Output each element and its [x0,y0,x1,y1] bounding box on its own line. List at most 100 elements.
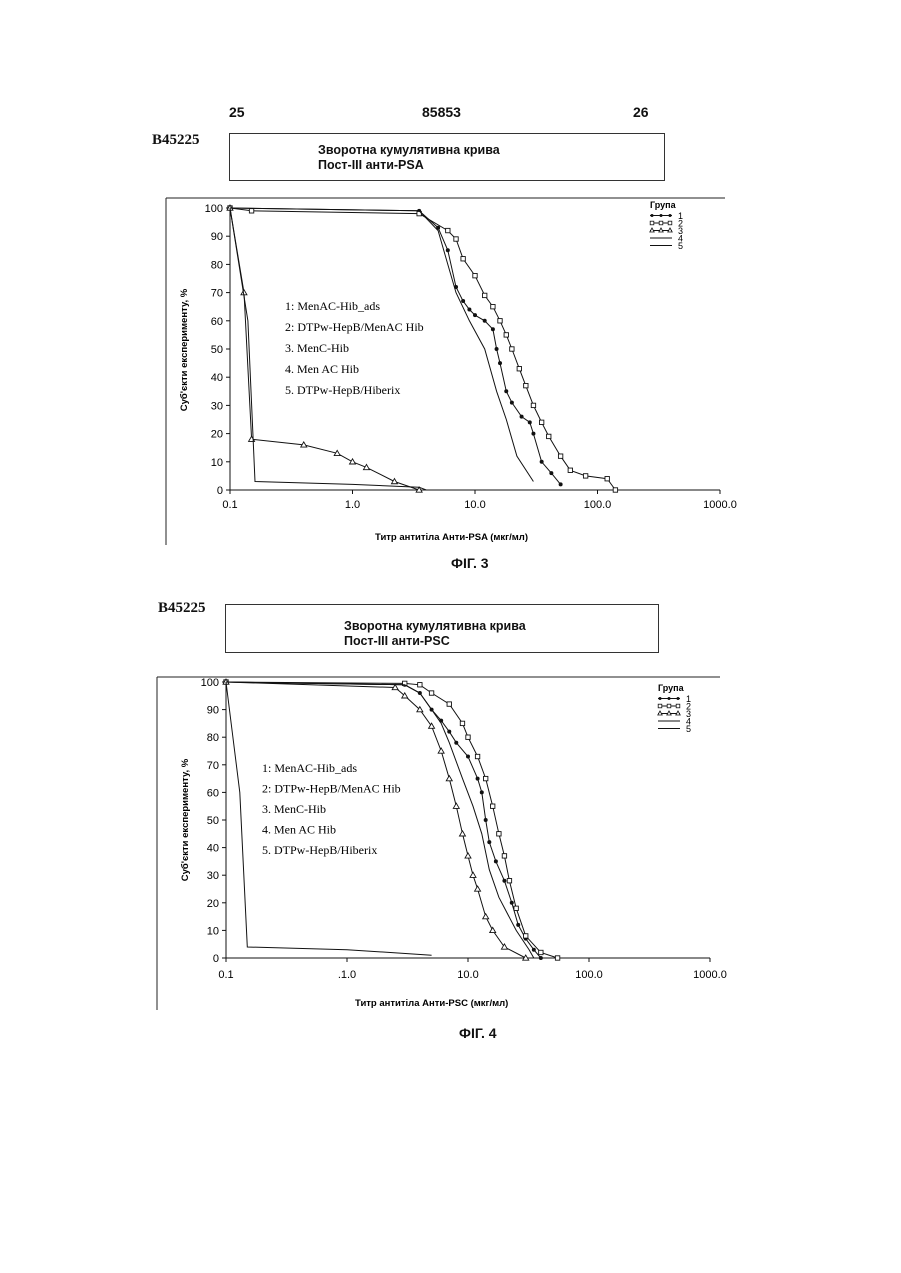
y-tick-label: 30 [211,400,223,412]
series-line [226,682,541,958]
y-tick-label: 100 [205,203,223,215]
legend-title: Група [650,200,677,210]
dot-marker [495,347,499,351]
square-marker [613,488,617,492]
legend-marker [660,214,663,217]
dot-marker [549,471,553,475]
legend-title: Група [658,683,685,693]
chart-title-line2: Пост-III анти-PSA [318,158,424,172]
square-marker [510,347,514,351]
series-line [230,208,533,482]
square-marker [249,209,253,213]
legend-marker [668,697,671,700]
square-marker [504,333,508,337]
x-tick-label: 100.0 [584,499,612,511]
square-marker [429,691,433,695]
dot-marker [531,432,535,436]
group-description-text: 1: MenAC-Hib_ads [285,299,380,313]
y-tick-label: 40 [211,372,223,384]
square-marker [473,273,477,277]
page-number-right: 26 [633,104,649,120]
group-description-text: 5. DTPw-HepB/Hiberix [285,383,400,397]
dot-marker [510,401,514,405]
y-tick-label: 60 [207,787,219,799]
square-marker [418,683,422,687]
series-4 [230,208,533,482]
square-marker [498,319,502,323]
dot-marker [504,389,508,393]
x-tick-label: 1000.0 [693,969,727,981]
group-description-text: 3. MenC-Hib [285,341,349,355]
series-line [226,682,558,958]
triangle-marker [465,853,471,858]
square-marker [605,477,609,481]
x-tick-label: 100.0 [575,969,603,981]
square-marker [466,735,470,739]
chart-title-line2: Пост-III анти-PSC [344,634,450,648]
square-marker [483,776,487,780]
legend-marker [668,228,672,232]
triangle-marker [470,872,476,877]
x-tick-label: 1000.0 [703,499,737,511]
group-description-text: 4. Men AC Hib [262,823,336,837]
figure-caption: ФІГ. 3 [451,555,489,571]
dot-marker [528,420,532,424]
triangle-marker [453,803,459,808]
legend-marker [668,221,672,225]
y-tick-label: 80 [211,259,223,271]
triangle-marker [391,479,397,484]
dot-marker [498,361,502,365]
x-tick-label: 0.1 [218,969,233,981]
legend-label: 5 [678,241,683,251]
x-axis-label: Титр антитіла Анти-PSA (мкг/мл) [375,532,528,543]
square-marker [524,383,528,387]
dot-marker [520,415,524,419]
series-5 [226,682,432,955]
dot-marker [502,879,506,883]
square-marker [475,754,479,758]
y-tick-label: 40 [207,843,219,855]
square-marker [447,702,451,706]
y-tick-label: 60 [211,316,223,328]
y-tick-label: 10 [207,925,219,937]
legend-marker [676,711,680,715]
square-marker [507,879,511,883]
square-marker [482,293,486,297]
series-1 [228,206,563,486]
legend-marker [659,221,663,225]
dot-marker [484,818,488,822]
x-tick-label: .1.0 [338,969,356,981]
document-code: B45225 [158,600,206,617]
square-marker [558,454,562,458]
dot-marker [446,248,450,252]
legend-marker [659,228,663,232]
dot-marker [494,859,498,863]
square-marker [454,237,458,241]
dot-marker [487,840,491,844]
square-marker [460,721,464,725]
y-tick-label: 20 [211,429,223,441]
group-description-text: 1: MenAC-Hib_ads [262,761,357,775]
square-marker [502,854,506,858]
dot-marker [532,948,536,952]
dot-marker [480,790,484,794]
group-description-text: 2: DTPw-HepB/MenAC Hib [285,320,424,334]
document-code: B45225 [152,132,200,149]
square-marker [491,305,495,309]
square-marker [490,804,494,808]
x-tick-label: 10.0 [464,499,485,511]
square-marker [547,434,551,438]
dot-marker [447,730,451,734]
y-tick-label: 20 [207,898,219,910]
square-marker [568,468,572,472]
dot-marker [483,319,487,323]
legend-marker [677,697,680,700]
y-tick-label: 90 [207,705,219,717]
dot-marker [491,327,495,331]
y-axis-label: Суб'єкти експерименту, % [179,288,190,411]
square-marker [583,474,587,478]
survival-chart-fig4: 01020304050607080901000.1.1.010.0100.010… [0,665,901,1045]
dot-marker [476,777,480,781]
triangle-marker [475,886,481,891]
square-marker [531,403,535,407]
